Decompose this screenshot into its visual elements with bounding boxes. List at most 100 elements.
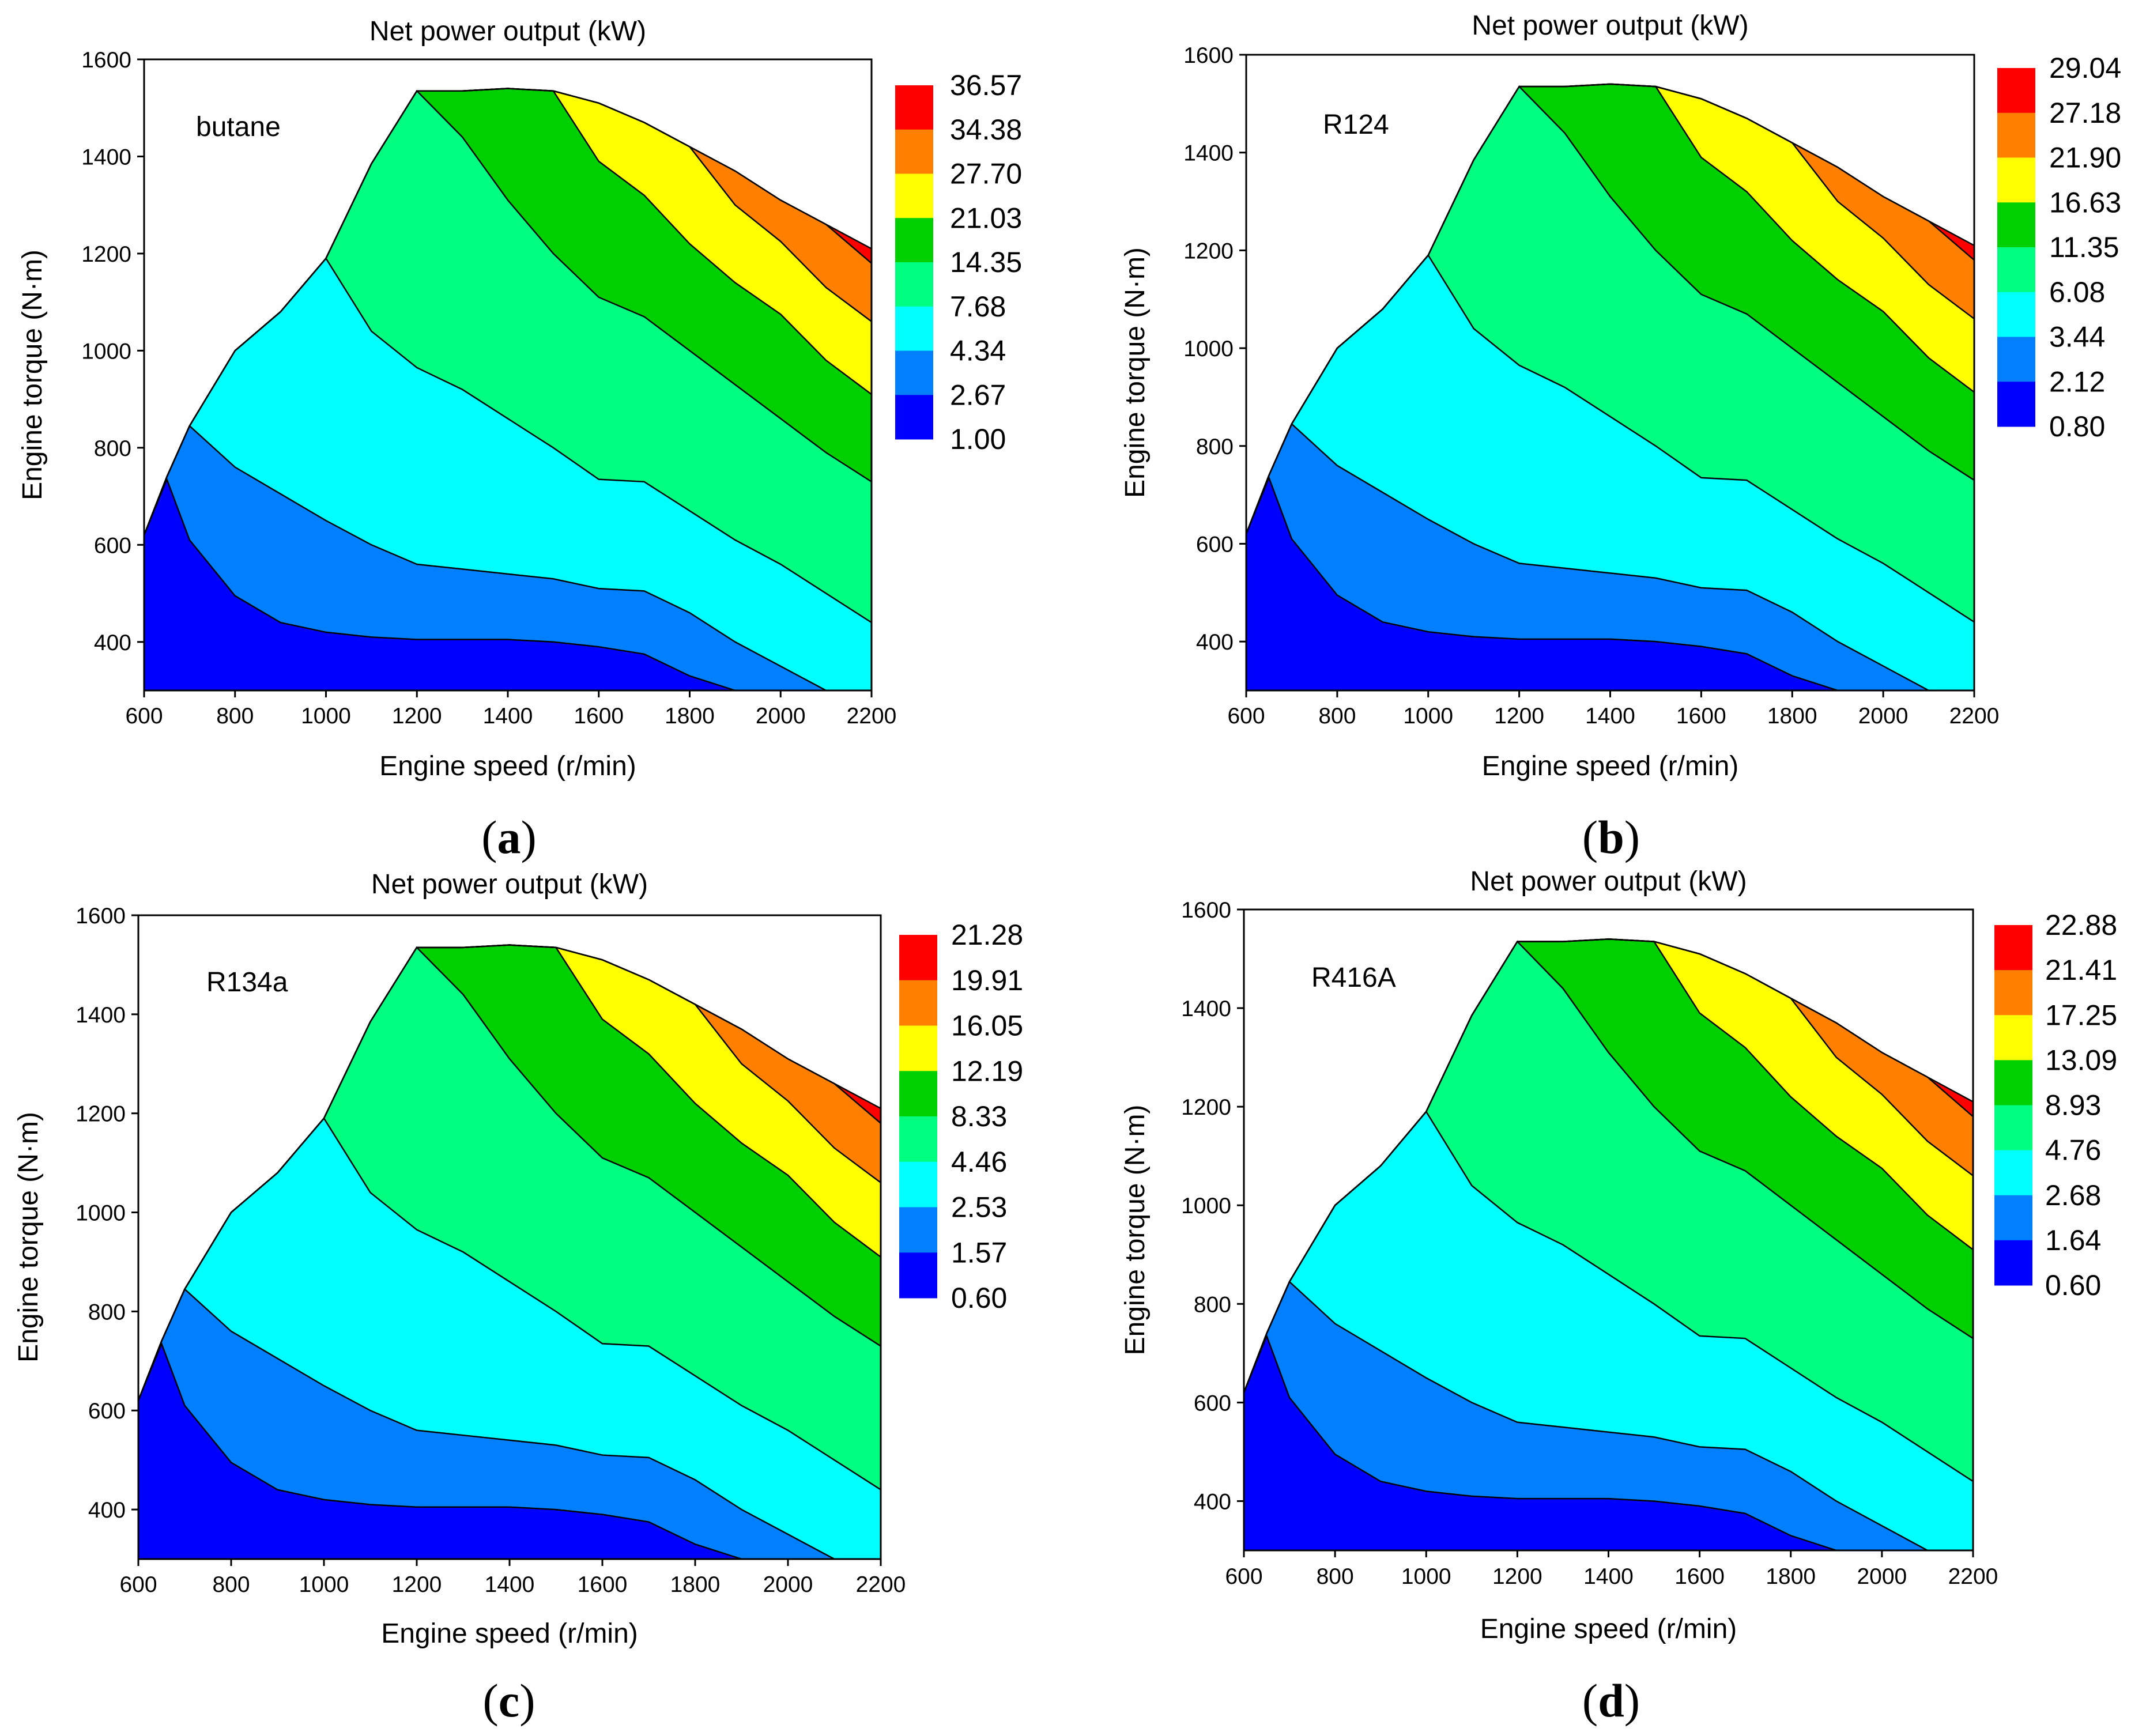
colorbar-label: 17.25 [2045, 999, 2117, 1031]
x-tick-label: 1000 [1403, 704, 1453, 729]
x-tick-label: 1000 [299, 1572, 349, 1597]
colorbar-swatch [1994, 1240, 2032, 1286]
y-tick-label: 600 [1196, 532, 1234, 557]
y-tick-label: 1000 [81, 339, 131, 364]
x-tick-label: 600 [1227, 704, 1265, 729]
x-tick-label: 800 [212, 1572, 250, 1597]
fluid-annotation: R416A [1311, 963, 1396, 993]
y-axis-label: Engine torque (N·m) [17, 250, 48, 500]
contour-band [1246, 477, 1974, 690]
contour-band [138, 1343, 881, 1559]
colorbar-label: 11.35 [2049, 231, 2119, 263]
colorbar-swatch [1997, 382, 2035, 427]
colorbar: 29.04 27.18 21.90 16.63 11.35 6.08 3.44 2.12 0.8… [1997, 52, 2121, 443]
colorbar-swatch [895, 350, 933, 395]
colorbar: 36.57 34.38 27.70 21.03 14.35 7.68 4.34 2.67 1.0… [895, 69, 1022, 455]
x-tick-label: 2200 [847, 704, 897, 729]
colorbar-label: 8.33 [951, 1100, 1007, 1133]
contour-fill-group [138, 944, 881, 1559]
colorbar-label: 16.63 [2049, 186, 2121, 218]
colorbar-label: 21.41 [2045, 954, 2117, 986]
contour-band [144, 425, 872, 690]
colorbar-label: 19.91 [951, 964, 1023, 997]
panel-label: (a) [481, 811, 537, 863]
colorbar-label: 0.60 [951, 1282, 1007, 1314]
colorbar-swatch [1994, 925, 2032, 971]
y-tick-label: 1400 [81, 145, 131, 169]
contour-band [1246, 424, 1974, 690]
colorbar-label: 1.57 [951, 1236, 1007, 1269]
y-axis-label: Engine torque (N·m) [1120, 247, 1151, 498]
x-tick-label: 1600 [1674, 1564, 1725, 1589]
y-tick-label: 1200 [1181, 1095, 1231, 1120]
x-tick-label: 1800 [1766, 1564, 1816, 1589]
colorbar-label: 2.67 [950, 379, 1006, 411]
x-tick-label: 600 [125, 704, 163, 729]
x-tick-label: 1400 [483, 704, 533, 729]
colorbar-label: 34.38 [950, 114, 1022, 146]
panel-label: (b) [1582, 811, 1640, 863]
colorbar-label: 0.60 [2045, 1269, 2101, 1301]
x-axis-label: Engine speed (r/min) [379, 751, 636, 782]
contour-line [1244, 1334, 1973, 1550]
y-tick-label: 1600 [81, 48, 131, 73]
colorbar-label: 6.08 [2049, 276, 2105, 308]
contour-line [144, 477, 872, 690]
chart-panel-d: 600 800 1000 1200 1400 1600 1800 2000 2200 400 600… [1120, 866, 2117, 1727]
colorbar: 21.28 19.91 16.05 12.19 8.33 4.46 2.53 1.57 0.60 [899, 919, 1023, 1314]
colorbar-label: 29.04 [2049, 52, 2121, 84]
colorbar-swatch [899, 1252, 937, 1299]
colorbar-swatch [895, 262, 933, 307]
colorbar-swatch [899, 1071, 937, 1117]
colorbar-label: 36.57 [950, 69, 1022, 101]
contour-line [1246, 475, 1974, 690]
y-tick-label: 400 [94, 631, 131, 655]
colorbar-label: 27.18 [2049, 97, 2121, 129]
colorbar-label: 13.09 [2045, 1044, 2117, 1076]
x-tick-label: 2200 [1949, 704, 2000, 729]
y-tick-label: 800 [88, 1300, 126, 1324]
panel-label: (c) [482, 1674, 535, 1727]
contour-lines [1246, 83, 1974, 690]
colorbar-swatch [899, 1207, 937, 1253]
fluid-annotation: butane [196, 112, 281, 142]
x-tick-label: 2000 [756, 704, 806, 729]
colorbar-swatch [895, 395, 933, 440]
colorbar-swatch [1994, 970, 2032, 1016]
x-tick-label: 2200 [856, 1572, 906, 1597]
figure-panels: 600 800 1000 1200 1400 1600 1800 2000 2200 400 600… [13, 10, 2121, 1727]
chart-panel-a: 600 800 1000 1200 1400 1600 1800 2000 2200 400 600… [17, 16, 1022, 863]
chart-panel-c: 600 800 1000 1200 1400 1600 1800 2000 2200 400 600… [13, 869, 1023, 1727]
colorbar-label: 21.90 [2049, 142, 2121, 174]
y-tick-label: 1200 [81, 242, 131, 267]
y-tick-label: 400 [1196, 630, 1234, 655]
x-tick-label: 800 [1317, 1564, 1354, 1589]
x-tick-label: 1200 [1492, 1564, 1542, 1589]
x-tick-label: 1200 [392, 704, 442, 729]
colorbar-swatch [895, 85, 933, 130]
colorbar-label: 2.12 [2049, 365, 2105, 398]
y-tick-label: 1400 [1183, 141, 1234, 166]
y-tick-label: 1400 [1181, 997, 1231, 1021]
colorbar-label: 27.70 [950, 158, 1022, 190]
colorbar-swatch [1997, 202, 2035, 248]
contour-fill-group [1246, 83, 1974, 690]
colorbar-swatch [1994, 1105, 2032, 1151]
colorbar-swatch [1997, 157, 2035, 203]
contour-band [138, 1289, 881, 1559]
y-tick-label: 1400 [76, 1003, 126, 1028]
envelope-line [138, 944, 881, 1401]
x-tick-label: 800 [216, 704, 254, 729]
colorbar-swatch [1994, 1060, 2032, 1105]
colorbar-label: 2.53 [951, 1191, 1007, 1224]
y-tick-label: 800 [1196, 435, 1234, 459]
x-tick-label: 600 [119, 1572, 157, 1597]
y-tick-label: 1600 [76, 904, 126, 929]
x-tick-label: 2000 [763, 1572, 813, 1597]
x-tick-label: 800 [1318, 704, 1356, 729]
envelope-line [1244, 938, 1973, 1393]
contour-line [138, 1341, 881, 1559]
colorbar-label: 14.35 [950, 246, 1022, 278]
colorbar-label: 16.05 [951, 1010, 1023, 1042]
x-tick-label: 1400 [485, 1572, 535, 1597]
